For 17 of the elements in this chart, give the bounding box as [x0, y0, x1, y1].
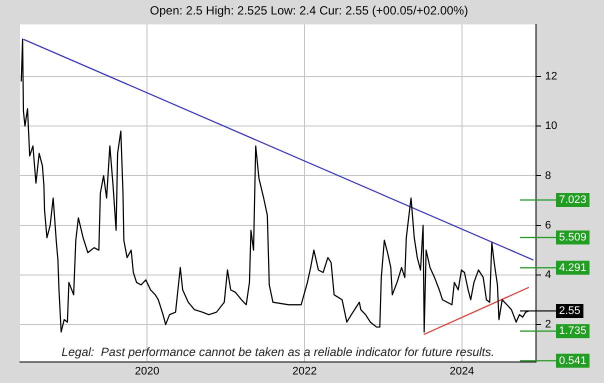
ref-line-label: 0.541: [559, 354, 587, 367]
ref-line-label: 5.509: [559, 232, 587, 244]
x-tick-label: 2022: [292, 365, 317, 378]
annotation: Legal: Past performance cannot be taken as a reliable indicator for future results.: [62, 345, 494, 360]
ref-line-label: 4.291: [559, 262, 587, 274]
ref-line-label: 7.023: [559, 194, 587, 206]
y-tick-label: 8: [545, 170, 552, 182]
ref-line-label: 1.735: [559, 325, 587, 338]
y-tick-label: 4: [545, 269, 552, 281]
y-tick-label: 6: [545, 219, 552, 232]
ref-line-label: 2.55: [559, 304, 580, 317]
y-tick-label: 10: [545, 120, 558, 132]
y-tick-label: 2: [545, 318, 552, 331]
y-tick-label: 12: [545, 70, 558, 83]
chart-subtitle: Open: 2.5 High: 2.525 Low: 2.4 Cur: 2.55 (+00.05/+02.00%): [150, 4, 468, 18]
x-tick-label: 2024: [450, 365, 474, 378]
x-tick-label: 2020: [134, 365, 160, 378]
